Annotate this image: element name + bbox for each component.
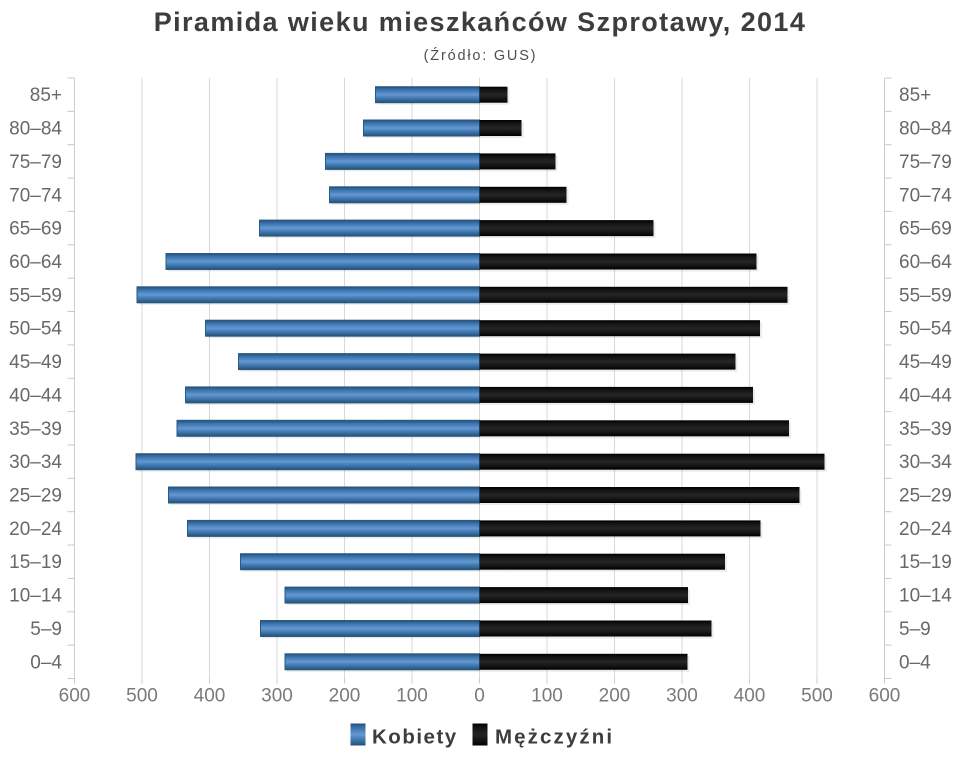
svg-text:400: 400 <box>734 686 766 707</box>
svg-text:300: 300 <box>666 686 698 707</box>
svg-text:5–9: 5–9 <box>899 619 931 640</box>
svg-text:600: 600 <box>59 686 91 707</box>
svg-text:600: 600 <box>869 686 901 707</box>
svg-text:70–74: 70–74 <box>899 185 952 206</box>
svg-text:40–44: 40–44 <box>9 385 62 406</box>
svg-text:55–59: 55–59 <box>9 285 62 306</box>
svg-text:65–69: 65–69 <box>899 219 952 240</box>
svg-text:100: 100 <box>396 686 428 707</box>
svg-text:10–14: 10–14 <box>899 586 952 607</box>
svg-text:5–9: 5–9 <box>30 619 62 640</box>
svg-text:25–29: 25–29 <box>899 486 952 507</box>
svg-text:45–49: 45–49 <box>899 352 952 373</box>
svg-text:500: 500 <box>801 686 833 707</box>
svg-text:10–14: 10–14 <box>9 586 62 607</box>
svg-text:20–24: 20–24 <box>9 519 62 540</box>
svg-text:200: 200 <box>329 686 361 707</box>
svg-text:50–54: 50–54 <box>899 319 952 340</box>
svg-text:0: 0 <box>474 686 485 707</box>
svg-text:85+: 85+ <box>30 85 62 106</box>
svg-text:25–29: 25–29 <box>9 486 62 507</box>
svg-text:55–59: 55–59 <box>899 285 952 306</box>
svg-text:50–54: 50–54 <box>9 319 62 340</box>
svg-text:300: 300 <box>261 686 293 707</box>
svg-text:30–34: 30–34 <box>9 452 62 473</box>
svg-text:45–49: 45–49 <box>9 352 62 373</box>
svg-text:Kobiety: Kobiety <box>372 726 458 749</box>
svg-text:15–19: 15–19 <box>899 552 952 573</box>
svg-text:75–79: 75–79 <box>9 152 62 173</box>
svg-text:80–84: 80–84 <box>9 119 62 140</box>
svg-text:65–69: 65–69 <box>9 219 62 240</box>
svg-text:80–84: 80–84 <box>899 119 952 140</box>
svg-text:35–39: 35–39 <box>9 419 62 440</box>
svg-text:Mężczyźni: Mężczyźni <box>495 726 614 749</box>
svg-text:15–19: 15–19 <box>9 552 62 573</box>
svg-text:75–79: 75–79 <box>899 152 952 173</box>
svg-text:70–74: 70–74 <box>9 185 62 206</box>
svg-text:200: 200 <box>599 686 631 707</box>
svg-text:0–4: 0–4 <box>30 652 62 673</box>
svg-text:60–64: 60–64 <box>899 252 952 273</box>
svg-text:0–4: 0–4 <box>899 652 931 673</box>
svg-text:30–34: 30–34 <box>899 452 952 473</box>
svg-text:100: 100 <box>531 686 563 707</box>
svg-text:(Źródło: GUS): (Źródło: GUS) <box>424 47 538 64</box>
svg-text:Piramida wieku mieszkańców Szp: Piramida wieku mieszkańców Szprotawy, 20… <box>154 7 807 37</box>
svg-text:500: 500 <box>126 686 158 707</box>
svg-text:400: 400 <box>194 686 226 707</box>
svg-text:40–44: 40–44 <box>899 385 952 406</box>
svg-text:85+: 85+ <box>899 85 931 106</box>
svg-text:20–24: 20–24 <box>899 519 952 540</box>
svg-text:35–39: 35–39 <box>899 419 952 440</box>
svg-text:60–64: 60–64 <box>9 252 62 273</box>
